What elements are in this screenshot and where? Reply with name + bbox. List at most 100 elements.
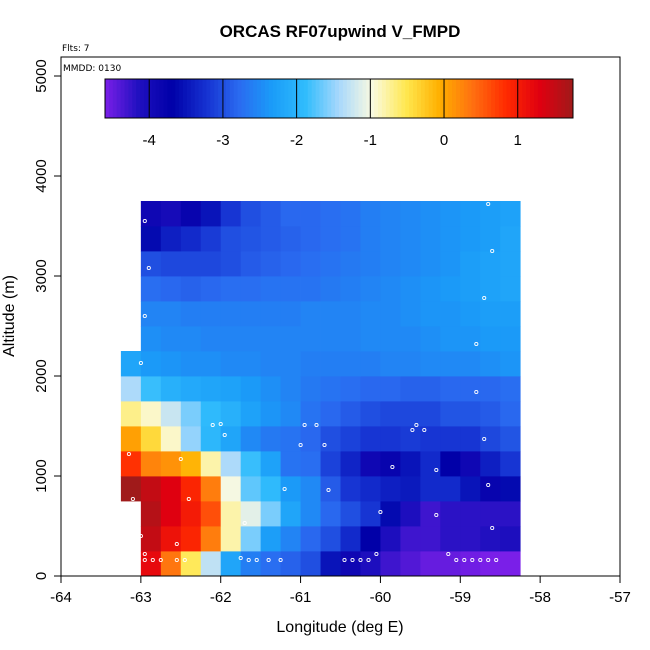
heatmap-cell: [200, 226, 222, 252]
heatmap-cell: [360, 226, 381, 252]
heatmap-cell: [280, 401, 301, 427]
heatmap-cell: [300, 276, 321, 302]
heatmap-cell: [240, 476, 262, 502]
sample-point: [486, 482, 491, 488]
sample-point: [142, 551, 147, 557]
heatmap-cell: [300, 201, 321, 227]
sample-point: [146, 265, 151, 271]
heatmap-cell: [400, 301, 421, 327]
colorbar-segment: [323, 79, 328, 118]
colorbar-segment: [202, 79, 207, 118]
heatmap-cell: [260, 351, 281, 377]
heatmap-cell: [160, 401, 182, 427]
heatmap-cell: [300, 526, 321, 552]
heatmap-cell: [340, 376, 361, 402]
x-axis-label: Longitude (deg E): [276, 619, 403, 636]
heatmap-cell: [280, 251, 301, 277]
heatmap-cell: [160, 201, 182, 227]
heatmap-cell: [480, 401, 501, 427]
colorbar-segment: [147, 79, 153, 118]
colorbar-segment: [233, 79, 239, 118]
sample-point: [138, 360, 143, 366]
heatmap-cell: [260, 426, 281, 452]
heatmap-cell: [180, 551, 202, 577]
colorbar-segment: [155, 79, 161, 118]
colorbar-segment: [456, 79, 461, 118]
sample-point: [182, 557, 187, 563]
sample-point: [482, 295, 487, 301]
colorbar-segment: [335, 79, 340, 118]
heatmap-cell: [140, 451, 162, 477]
heatmap-cell: [500, 376, 521, 402]
heatmap-cell: [320, 351, 341, 377]
colorbar-segment: [417, 79, 422, 118]
sample-point: [486, 201, 491, 207]
heatmap-cell: [280, 451, 301, 477]
colorbar-segment: [346, 79, 352, 118]
colorbar-segment: [288, 79, 293, 118]
heatmap-cell: [180, 226, 202, 252]
sample-point: [238, 555, 243, 561]
heatmap-cell: [360, 476, 381, 502]
heatmap-cell: [200, 551, 222, 577]
sample-point: [474, 341, 479, 347]
heatmap-cell: [420, 276, 441, 302]
colorbar-segment: [311, 79, 317, 118]
sample-point: [218, 421, 223, 427]
colorbar-segment: [432, 79, 437, 118]
heatmap-cell: [300, 351, 321, 377]
heatmap-cell: [180, 526, 202, 552]
heatmap-cell: [460, 301, 481, 327]
sample-point: [398, 186, 403, 192]
heatmap-cell: [320, 226, 341, 252]
sample-point: [390, 464, 395, 470]
heatmap-cell: [380, 401, 401, 427]
heatmap-cell: [120, 351, 142, 377]
heatmap-cell: [400, 401, 421, 427]
heatmap-cell: [220, 376, 242, 402]
colorbar-segment: [124, 79, 129, 118]
heatmap-cell: [480, 451, 501, 477]
chart-title: ORCAS RF07upwind V_FMPD: [220, 22, 461, 41]
colorbar-segment: [413, 79, 418, 118]
heatmap-cell: [140, 476, 162, 502]
colorbar-segment: [296, 79, 301, 118]
heatmap-cell: [300, 476, 321, 502]
x-tick-label: -57: [609, 589, 631, 606]
heatmap-cell: [420, 501, 441, 527]
sample-point: [378, 509, 383, 515]
y-tick-label: 4000: [33, 159, 50, 192]
heatmap-cell: [420, 226, 441, 252]
heatmap-cell: [360, 401, 381, 427]
heatmap-cell: [380, 476, 401, 502]
sample-point: [242, 520, 247, 526]
heatmap-cell: [220, 276, 242, 302]
colorbar-segment: [319, 79, 324, 118]
sample-point: [434, 512, 439, 518]
heatmap-cell: [400, 526, 421, 552]
y-tick-label: 5000: [33, 59, 50, 92]
colorbar-segment: [315, 79, 320, 118]
heatmap-cell: [240, 251, 262, 277]
sample-point: [490, 248, 495, 254]
x-axis: -64 -63 -62 -61 -60 -59 -58 -57: [50, 576, 631, 606]
heatmap-cell: [320, 251, 341, 277]
heatmap-cell: [400, 276, 421, 302]
sample-point: [186, 496, 191, 502]
sample-point: [282, 486, 287, 492]
heatmap-cell: [160, 326, 182, 352]
heatmap-cell: [420, 301, 441, 327]
heatmap-cell: [500, 476, 521, 502]
sample-point: [126, 451, 131, 457]
heatmap-cell: [440, 226, 461, 252]
heatmap-cell: [420, 326, 441, 352]
heatmap-cell: [480, 551, 501, 577]
heatmap-cell: [220, 326, 242, 352]
heatmap-cell: [400, 351, 421, 377]
heatmap-cell: [200, 501, 222, 527]
heatmap-cell: [340, 476, 361, 502]
colorbar-segment: [428, 79, 434, 118]
colorbar-segment: [569, 79, 574, 118]
heatmap-cell: [300, 551, 321, 577]
heatmap-cell: [180, 476, 202, 502]
